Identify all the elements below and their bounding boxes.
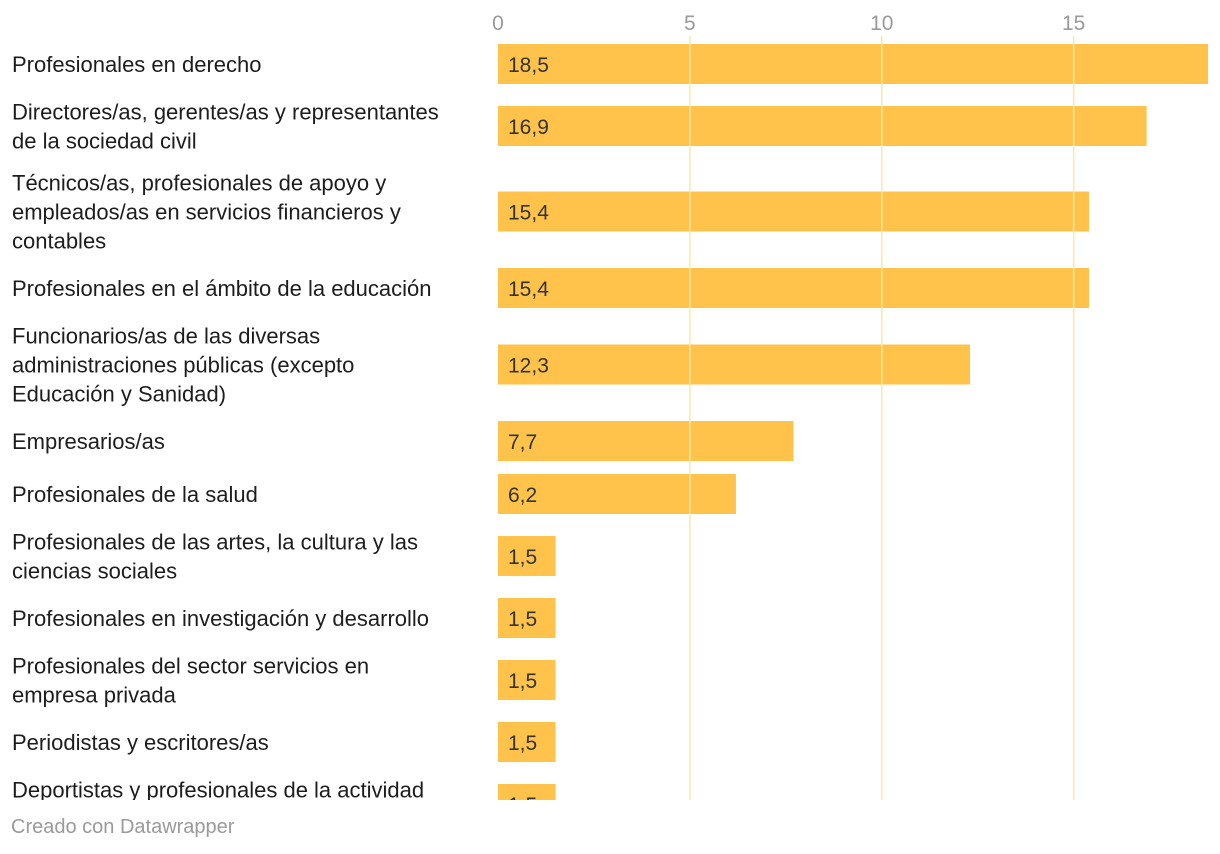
category-labels: Profesionales en derecho Directores/as, g… [12,52,439,800]
x-tick-label: 10 [870,12,893,35]
x-tick-label: 5 [684,12,696,35]
bar [498,474,736,514]
value-label: 15,4 [508,278,549,301]
category-label-line: Profesionales en investigación y desarro… [12,606,429,631]
value-label: 16,9 [508,116,549,139]
category-label: Deportistas y profesionales de la activi… [12,778,424,801]
category-label-line: Deportistas y profesionales de la activi… [12,778,424,801]
category-label-line: Empresarios/as [12,429,165,454]
value-label: 7,7 [508,431,537,454]
x-axis-ticks: 0 5 10 15 [492,12,1085,35]
category-label: Profesionales de las artes, la cultura y… [12,530,418,584]
category-label-line: empleados/as en servicios financieros y [12,200,401,225]
category-label-line: ciencias sociales [12,559,177,584]
value-label: 6,2 [508,484,537,507]
category-label-line: contables [12,229,106,254]
bar [498,722,556,762]
category-label: Funcionarios/as de las diversas administr… [12,324,354,407]
category-label-line: Funcionarios/as de las diversas [12,324,320,349]
bar [498,784,556,800]
category-label: Directores/as, gerentes/as y representan… [12,100,439,154]
category-label-line: empresa privada [12,683,177,708]
bar-chart: 0 5 10 15 Profesionales en derecho Directore… [12,12,1208,800]
category-label-line: Profesionales en el ámbito de la educaci… [12,276,432,301]
category-label: Periodistas y escritores/as [12,730,269,755]
category-label: Empresarios/as [12,429,165,454]
value-label: 1,5 [508,608,537,631]
credit-text: Creado con Datawrapper [11,816,235,838]
bar [498,191,1090,232]
value-label: 1,5 [508,546,537,569]
value-label: 15,4 [508,202,549,225]
x-tick-label: 0 [492,12,504,35]
value-label: 18,5 [508,54,549,77]
bar [498,536,556,576]
category-label: Profesionales en derecho [12,52,262,77]
category-label: Técnicos/as, profesionales de apoyo y emp… [12,171,401,254]
category-label-line: de la sociedad civil [12,129,197,154]
gridlines [689,36,1075,800]
value-labels: 18,5 16,9 15,4 15,4 12,3 7,7 6,2 1,5 1,5 1,5 1,5 1,… [508,54,549,800]
category-label: Profesionales de la salud [12,482,258,507]
category-label: Profesionales en investigación y desarro… [12,606,429,631]
value-label: 1,5 [508,732,537,755]
category-label: Profesionales en el ámbito de la educaci… [12,276,432,301]
category-label-line: Profesionales en derecho [12,52,262,77]
category-label: Profesionales del sector servicios en emp… [12,654,369,708]
x-tick-label: 15 [1062,12,1085,35]
bar [498,598,556,638]
bar [498,344,971,385]
category-label-line: Directores/as, gerentes/as y representan… [12,100,439,125]
bars-layer [498,44,1208,800]
category-label-line: Educación y Sanidad) [12,382,226,407]
bar [498,106,1147,146]
category-label-line: Técnicos/as, profesionales de apoyo y [12,171,386,196]
value-label: 1,5 [508,670,537,693]
bar [498,268,1090,308]
bar [498,660,556,700]
category-label-line: Profesionales de la salud [12,482,258,507]
bar [498,44,1208,84]
value-label: 1,5 [508,794,537,800]
value-label: 12,3 [508,355,549,378]
category-label-line: Profesionales del sector servicios en [12,654,369,679]
bar [498,421,794,461]
category-label-line: administraciones públicas (excepto [12,353,354,378]
category-label-line: Profesionales de las artes, la cultura y… [12,530,418,555]
category-label-line: Periodistas y escritores/as [12,730,269,755]
